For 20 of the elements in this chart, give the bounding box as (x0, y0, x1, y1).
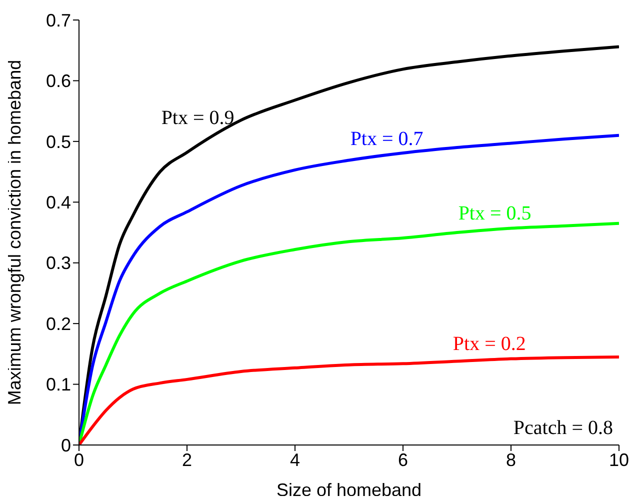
x-tick-label: 6 (398, 450, 408, 470)
annotation: Pcatch = 0.8 (513, 417, 613, 440)
y-tick-label: 0 (60, 435, 71, 456)
y-tick-label: 0.1 (46, 374, 71, 395)
x-axis-title: Size of homeband (276, 480, 422, 500)
series-label: Ptx = 0.2 (452, 332, 526, 355)
series-label: Ptx = 0.5 (458, 202, 532, 225)
series-label: Ptx = 0.7 (350, 128, 424, 150)
x-tick-label: 8 (506, 450, 516, 470)
y-tick-label: 0.6 (46, 71, 71, 92)
x-tick-label: 10 (608, 450, 630, 470)
y-tick-label: 0.3 (46, 253, 71, 274)
series-label: Ptx = 0.9 (161, 106, 234, 129)
x-tick-label: 2 (182, 450, 192, 470)
y-tick-label: 0.5 (46, 132, 71, 152)
x-tick-label: 4 (290, 450, 300, 470)
x-tick-label: 0 (74, 450, 84, 470)
y-tick-label: 0.2 (46, 314, 71, 334)
y-tick-label: 0.4 (46, 192, 71, 213)
y-tick-label: 0.7 (46, 10, 71, 30)
